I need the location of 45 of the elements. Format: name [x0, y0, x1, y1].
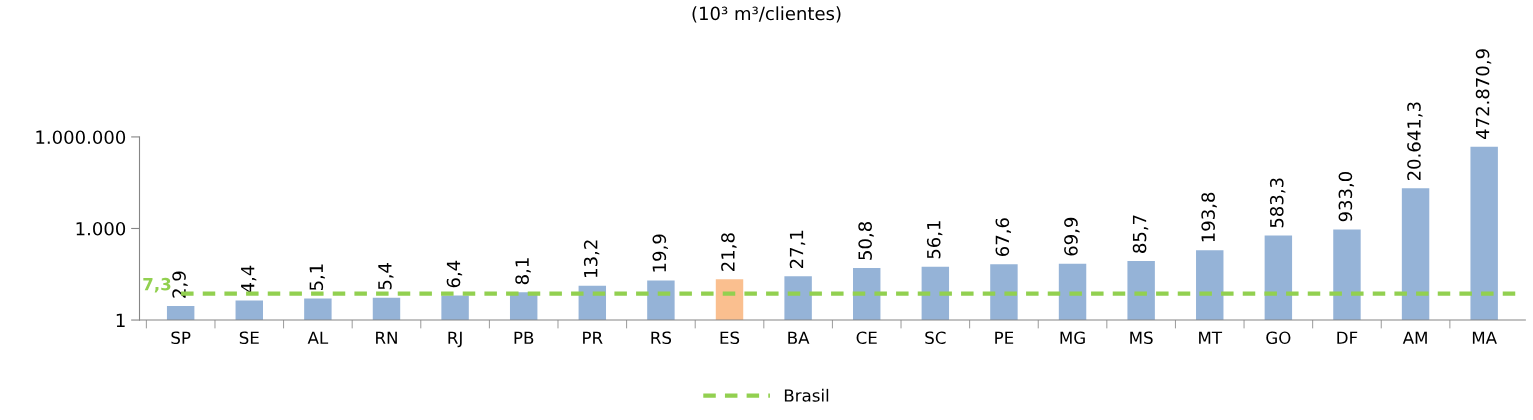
data-label: 472.870,9 [1475, 49, 1492, 140]
x-tick-label: ES [720, 331, 740, 345]
data-label: 19,9 [652, 234, 668, 272]
chart-title: (10³ m³/clientes) [692, 6, 841, 23]
x-tick-label: RN [376, 331, 397, 344]
y-tick-label: 1 [116, 313, 125, 327]
x-tick-label: RS [651, 331, 672, 345]
x-tick-label: PE [995, 331, 1014, 344]
data-label: 5,4 [378, 263, 394, 290]
x-tick-label: CE [856, 331, 877, 345]
data-label: 8,1 [515, 258, 531, 285]
data-label: 27,1 [789, 230, 806, 269]
data-label: 6,4 [446, 260, 463, 288]
x-tick-label: SE [239, 331, 259, 345]
x-tick-label: RJ [448, 331, 462, 348]
x-tick-label: PR [583, 331, 603, 344]
data-label: 67,6 [995, 218, 1012, 256]
data-label: 50,8 [858, 222, 874, 260]
x-tick-label: SC [925, 331, 946, 345]
data-label: 5,1 [309, 264, 325, 291]
legend-label: Brasil [784, 388, 829, 402]
x-tick-label: MG [1060, 331, 1085, 345]
data-label: 583,3 [1269, 178, 1286, 228]
data-label: 193,8 [1201, 192, 1217, 242]
annotation: 7,3 [143, 277, 171, 293]
data-label: 21,8 [721, 233, 737, 271]
x-tick-label: GO [1266, 331, 1291, 345]
x-tick-label: AL [307, 331, 329, 344]
x-tick-label: MA [1472, 331, 1497, 344]
y-tick-label: 1.000 [76, 221, 126, 236]
x-tick-label: AM [1402, 331, 1427, 344]
x-tick-label: DF [1337, 331, 1358, 344]
data-label: 69,9 [1064, 217, 1080, 256]
data-label: 13,2 [583, 240, 600, 277]
x-tick-label: BA [788, 331, 810, 344]
y-tick-label: 1.000.000 [36, 130, 126, 145]
data-label: 20.641,3 [1407, 102, 1423, 181]
data-label: 56,1 [926, 221, 943, 259]
x-tick-label: MS [1130, 331, 1153, 345]
data-label: 85,7 [1132, 215, 1149, 253]
x-tick-label: SP [171, 331, 191, 345]
data-label: 933,0 [1338, 171, 1355, 222]
x-tick-label: MT [1199, 331, 1223, 344]
x-tick-label: PB [514, 331, 534, 344]
data-label: 4,4 [241, 265, 257, 293]
